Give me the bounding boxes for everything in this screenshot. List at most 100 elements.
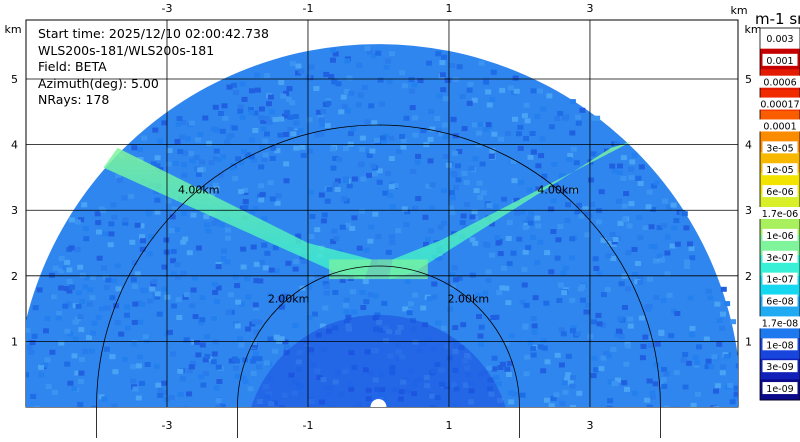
heatmap-cell	[451, 265, 458, 271]
heatmap-cell	[211, 281, 218, 287]
heatmap-cell	[646, 335, 653, 341]
heatmap-cell	[182, 150, 189, 156]
heatmap-cell	[530, 88, 537, 94]
heatmap-cell	[573, 160, 580, 166]
heatmap-cell	[566, 157, 573, 162]
heatmap-cell	[320, 108, 327, 114]
heatmap-cell	[43, 328, 49, 334]
heatmap-cell	[628, 175, 635, 181]
heatmap-cell	[478, 60, 485, 66]
axis-ticks: -3 -3 -1 -1 1 1 3 3 1 1 2 2 3 3 4 4 5 5	[11, 2, 752, 432]
heatmap-cell	[257, 278, 264, 284]
heatmap-cell	[221, 248, 227, 254]
heatmap-cell	[78, 357, 85, 362]
heatmap-cell	[108, 231, 115, 237]
heatmap-cell	[652, 381, 659, 387]
heatmap-cell	[459, 220, 466, 225]
heatmap-cell	[567, 152, 574, 158]
heatmap-cell	[111, 214, 118, 220]
colorbar-tick-label: 3e-09	[766, 362, 793, 373]
heatmap-cell	[457, 296, 464, 302]
heatmap-cell	[727, 382, 734, 388]
heatmap-cell	[494, 235, 501, 240]
heatmap-cell	[319, 323, 326, 329]
heatmap-cell	[44, 316, 51, 322]
heatmap-cell	[497, 365, 504, 370]
heatmap-cell	[538, 153, 545, 159]
heatmap-cell	[404, 278, 411, 284]
heatmap-cell	[615, 328, 622, 334]
heatmap-cell	[72, 336, 79, 342]
colorbar-tick-label: 1e-09	[766, 384, 793, 395]
heatmap-cell	[225, 309, 232, 315]
heatmap-cell	[267, 94, 274, 100]
heatmap-cell	[618, 281, 625, 287]
heatmap-cell	[548, 269, 555, 275]
heatmap-cell	[252, 319, 258, 325]
heatmap-cell	[512, 75, 519, 81]
heatmap-cell	[574, 209, 581, 215]
heatmap-cell	[517, 124, 524, 130]
heatmap-cell	[639, 355, 646, 361]
heatmap-cell	[78, 217, 85, 223]
heatmap-cell	[360, 305, 367, 310]
heatmap-cell	[389, 204, 396, 210]
heatmap-cell	[83, 275, 90, 281]
heatmap-cell	[44, 357, 51, 363]
heatmap-cell	[194, 166, 201, 172]
range-ring	[96, 124, 661, 442]
heatmap-cell	[648, 244, 655, 250]
heatmap-cell	[344, 58, 351, 64]
heatmap-cell	[381, 139, 387, 145]
heatmap-cell	[341, 196, 348, 202]
heatmap-cell	[204, 334, 211, 340]
heatmap-cell	[211, 315, 218, 321]
heatmap-cell	[600, 237, 607, 243]
heatmap-cell	[395, 148, 402, 154]
heatmap-cell	[192, 275, 198, 281]
heatmap-cell	[323, 290, 330, 296]
heatmap-cell	[575, 120, 582, 126]
heatmap-cell	[258, 106, 265, 112]
heatmap-cell	[332, 51, 339, 57]
heatmap-cell	[278, 304, 285, 310]
heatmap-cell	[455, 177, 462, 183]
heatmap-cell	[287, 127, 294, 132]
heatmap-cell	[261, 242, 268, 248]
heatmap-cell	[550, 229, 557, 234]
heatmap-cell	[235, 156, 242, 162]
heatmap-cell	[480, 190, 487, 196]
heatmap-cell	[497, 251, 504, 257]
heatmap-cell	[524, 118, 531, 124]
heatmap-cell	[660, 223, 667, 229]
heatmap-cell	[258, 197, 265, 203]
heatmap-cell	[501, 265, 508, 271]
heatmap-cell	[475, 130, 482, 136]
heatmap-cell	[490, 69, 497, 75]
heatmap-cell	[516, 131, 522, 137]
heatmap-cell	[362, 279, 369, 285]
heatmap-cell	[711, 354, 718, 360]
heatmap-cell	[521, 266, 528, 272]
heatmap-cell	[188, 120, 195, 126]
heatmap-cell	[345, 222, 351, 228]
heatmap-cell	[610, 256, 617, 261]
heatmap-cell	[300, 153, 307, 158]
heatmap-cell	[640, 343, 647, 349]
heatmap-cell	[198, 374, 205, 380]
heatmap-cell	[689, 255, 696, 261]
heatmap-cell	[694, 360, 701, 366]
heatmap-cell	[124, 312, 130, 318]
heatmap-cell	[519, 209, 525, 215]
heatmap-cell	[466, 87, 473, 93]
heatmap-cell	[79, 299, 86, 305]
heatmap-cell	[216, 156, 223, 162]
heatmap-cell	[213, 127, 220, 133]
heatmap-cell	[152, 189, 159, 195]
heatmap-cell	[521, 282, 528, 288]
heatmap-cell	[657, 381, 664, 387]
heatmap-cell	[129, 239, 136, 245]
heatmap-cell	[286, 86, 293, 92]
heatmap-cell	[242, 357, 249, 363]
heatmap-cell	[467, 81, 474, 87]
